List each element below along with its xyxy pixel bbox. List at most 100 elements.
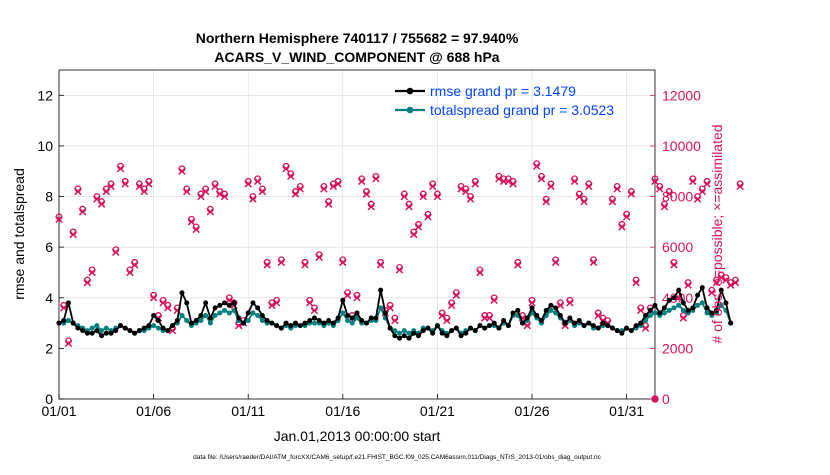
rmse-point [269, 320, 275, 326]
rmse-point [382, 310, 388, 316]
obs-assimilated-point [410, 230, 418, 239]
rmse-point [160, 325, 166, 331]
obs-assimilated-point [126, 268, 134, 277]
right-tick-label: 12000 [662, 87, 701, 103]
obs-assimilated-point [353, 294, 361, 302]
obs-assimilated-point [637, 306, 645, 315]
rmse-point [453, 325, 459, 331]
rmse-point [316, 318, 322, 324]
totalspread-point [259, 318, 265, 324]
rmse-point [482, 325, 488, 331]
y-axis-right-label: # of obs: o=possible; ×=assimilated [709, 124, 725, 343]
obs-assimilated-point [655, 185, 664, 193]
rmse-point [179, 290, 185, 296]
rmse-point [628, 328, 634, 334]
obs-assimilated-point [216, 190, 224, 198]
obs-assimilated-point [140, 187, 148, 196]
obs-assimilated-point [419, 192, 427, 201]
rmse-point [373, 315, 379, 321]
totalspread-point [207, 320, 213, 326]
rmse-point [534, 312, 540, 318]
obs-assimilated-point [178, 167, 186, 175]
obs-assimilated-point [343, 291, 352, 299]
x-axis-ticks: 01/01 01/06 01/11 01/16 01/21 01/26 01/31 [41, 394, 644, 419]
obs-assimilated-point [533, 162, 541, 170]
rmse-point [430, 330, 436, 336]
obs-assimilated-point [206, 207, 215, 216]
totalspread-point [548, 307, 554, 313]
totalspread-point [676, 302, 682, 308]
obs-assimilated-point [514, 261, 522, 269]
totalspread-point [94, 323, 100, 329]
rmse-point [510, 310, 516, 316]
totalspread-point [340, 310, 346, 316]
rmse-point [501, 318, 507, 324]
rmse-point [624, 325, 630, 331]
rmse-point [614, 328, 620, 334]
obs-assimilated-point [182, 187, 191, 196]
totalspread-point [704, 310, 710, 316]
totalspread-point [643, 318, 649, 324]
chart-title-line1: Northern Hemisphere 740117 / 755682 = 97… [196, 30, 519, 46]
totalspread-point [103, 325, 109, 331]
totalspread-point [392, 328, 398, 334]
left-tick-label: 4 [45, 290, 53, 306]
rmse-point [713, 307, 719, 313]
obs-assimilated-point [447, 301, 456, 310]
obs-assimilated-point [263, 261, 271, 269]
totalspread-point [222, 307, 228, 313]
obs-assimilated-point [537, 175, 546, 183]
obs-assimilated-point [509, 180, 517, 188]
rmse-point [515, 307, 521, 313]
rmse-point [141, 325, 147, 331]
rmse-point [690, 305, 696, 311]
rmse-point [411, 330, 417, 336]
rmse-point [548, 302, 554, 308]
rmse-point [496, 325, 502, 331]
obs-assimilated-point [301, 261, 309, 269]
obs-assimilated-point [201, 187, 210, 196]
obs-assimilated-point [334, 180, 342, 188]
obs-assimilated-point [428, 182, 437, 191]
legend-rmse-marker [406, 87, 414, 95]
obs-assimilated-point [357, 177, 366, 186]
left-tick-label: 10 [37, 138, 53, 154]
right-tick-label: 0 [662, 391, 670, 407]
rmse-point [146, 323, 152, 329]
obs-assimilated-point [585, 182, 593, 191]
totalspread-point [661, 310, 667, 316]
rmse-point [676, 287, 682, 293]
obs-assimilated-point [78, 207, 87, 216]
obs-assimilated-point [324, 200, 333, 208]
totalspread-point [217, 310, 223, 316]
rmse-point [666, 297, 672, 303]
obs-assimilated-point [296, 185, 304, 193]
rmse-point [434, 323, 440, 329]
rmse-point [439, 330, 445, 336]
legend-rmse-label: rmse grand pr = 3.1479 [430, 83, 576, 99]
rmse-point [576, 318, 582, 324]
chart-title-line2: ACARS_V_WIND_COMPONENT @ 688 hPa [214, 49, 499, 65]
rmse-point [274, 323, 280, 329]
totalspread-point [226, 310, 232, 316]
obs-assimilated-point [556, 301, 565, 310]
rmse-point [65, 300, 71, 306]
totalspread-point [99, 328, 105, 334]
rmse-point [520, 320, 526, 326]
obs-assimilated-point [116, 164, 125, 173]
rmse-point [288, 323, 294, 329]
obs-assimilated-point [372, 175, 380, 183]
obs-assimilated-point [589, 258, 598, 267]
totalspread-point [397, 330, 403, 336]
obs-assimilated-point [566, 299, 574, 307]
totalspread-point [652, 310, 658, 316]
obs-assimilated-point [88, 268, 96, 277]
rmse-point [406, 335, 412, 341]
obs-assimilated-point [339, 258, 347, 267]
rmse-point [188, 320, 194, 326]
rmse-point [699, 285, 705, 291]
totalspread-point [553, 310, 559, 316]
rmse-point [99, 333, 105, 339]
totalspread-point [718, 302, 724, 308]
rmse-point [392, 333, 398, 339]
